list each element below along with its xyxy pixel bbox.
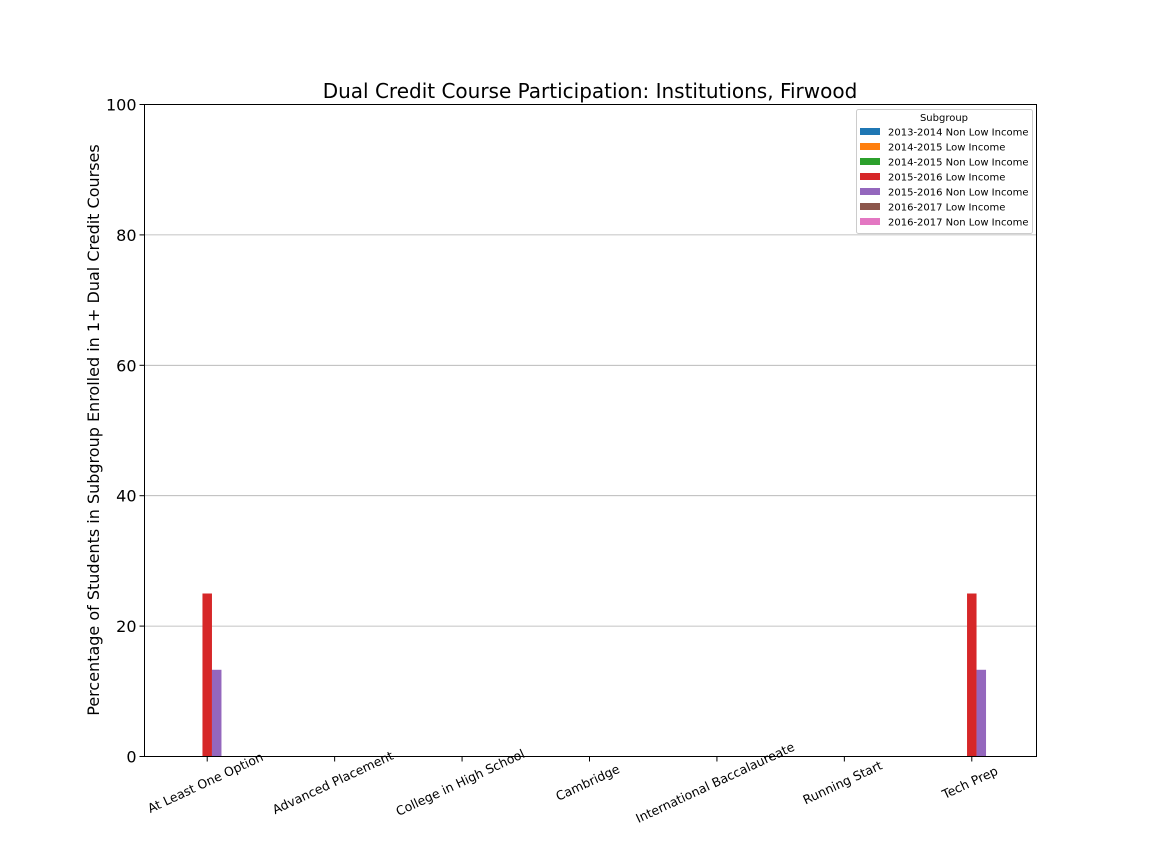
y-tick-label: 40 [116, 487, 136, 506]
legend-label: 2016-2017 Low Income [888, 203, 1005, 214]
y-tick-label: 0 [126, 748, 136, 767]
legend-swatch [860, 143, 880, 150]
chart-title: Dual Credit Course Participation: Instit… [323, 79, 858, 103]
plot-frame [144, 104, 1037, 757]
x-tick-label: Advanced Placement [270, 748, 396, 817]
legend-label: 2014-2015 Low Income [888, 143, 1005, 154]
gridlines [144, 234, 1037, 627]
legend-swatch [860, 128, 880, 135]
x-tick-label: International Baccalaureate [633, 739, 797, 826]
bar [976, 669, 987, 757]
legend: Subgroup 2013-2014 Non Low Income 2014-201… [856, 109, 1033, 234]
y-tick-label: 100 [106, 96, 137, 115]
legend-label: 2016-2017 Non Low Income [888, 218, 1028, 229]
legend-title: Subgroup [920, 113, 968, 124]
legend-swatch [860, 158, 880, 165]
bars [202, 593, 987, 757]
x-tick-label: Running Start [800, 757, 884, 807]
y-tick-label: 60 [116, 356, 136, 375]
bar [211, 669, 222, 757]
bar [202, 593, 212, 757]
legend-label: 2015-2016 Low Income [888, 173, 1005, 184]
x-tick-label: At Least One Option [145, 749, 265, 816]
y-axis-label: Percentage of Students in Subgroup Enrol… [84, 144, 103, 715]
bar [967, 593, 977, 757]
legend-label: 2013-2014 Non Low Income [888, 128, 1028, 139]
x-tick-label: Cambridge [553, 761, 622, 804]
y-axis: 0 20 40 60 80 100 [106, 96, 145, 767]
y-tick-label: 80 [116, 226, 136, 245]
legend-swatch [860, 188, 880, 195]
legend-label: 2015-2016 Non Low Income [888, 188, 1028, 199]
y-tick-label: 20 [116, 617, 136, 636]
x-tick-label: Tech Prep [939, 763, 1000, 802]
legend-box [856, 109, 1033, 234]
legend-swatch [860, 173, 880, 180]
legend-swatch [860, 218, 880, 225]
x-axis: At Least One Option Advanced PlacementCol… [145, 739, 1000, 826]
legend-swatch [860, 203, 880, 210]
legend-label: 2014-2015 Non Low Income [888, 158, 1028, 169]
